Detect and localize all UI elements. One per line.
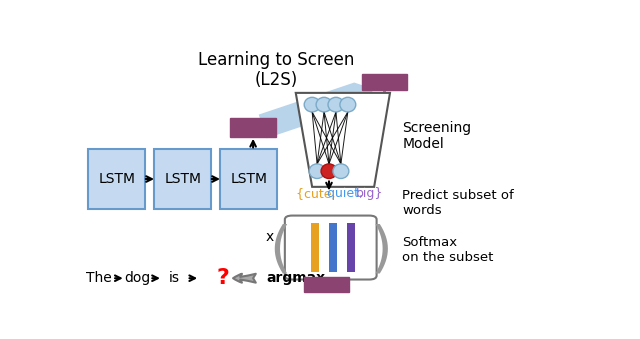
Bar	[347, 223, 355, 272]
Text: x: x	[326, 281, 335, 295]
Text: LSTM: LSTM	[230, 172, 268, 186]
FancyBboxPatch shape	[88, 149, 145, 209]
Text: Learning to Screen: Learning to Screen	[198, 51, 354, 69]
FancyBboxPatch shape	[362, 74, 407, 90]
Text: (: (	[269, 223, 291, 277]
Ellipse shape	[333, 164, 349, 179]
Bar	[358, 223, 365, 272]
Ellipse shape	[340, 97, 356, 112]
Text: (L2S): (L2S)	[254, 71, 298, 89]
Bar	[329, 223, 337, 272]
FancyArrowPatch shape	[259, 82, 374, 138]
Text: The: The	[86, 271, 112, 285]
Text: Softmax
on the subset: Softmax on the subset	[403, 236, 494, 263]
Text: LSTM: LSTM	[99, 172, 136, 186]
FancyBboxPatch shape	[285, 216, 376, 280]
FancyBboxPatch shape	[154, 149, 211, 209]
Ellipse shape	[328, 97, 344, 112]
Ellipse shape	[316, 97, 332, 112]
Text: Screening
Model: Screening Model	[403, 121, 472, 151]
Text: ?: ?	[216, 268, 229, 288]
FancyBboxPatch shape	[220, 149, 277, 209]
Text: dog: dog	[124, 271, 150, 285]
Ellipse shape	[304, 97, 320, 112]
Bar	[311, 223, 319, 272]
Text: argmax: argmax	[266, 271, 325, 285]
Bar	[323, 223, 331, 272]
Text: {cute,: {cute,	[296, 187, 339, 200]
Text: x: x	[266, 230, 274, 244]
FancyBboxPatch shape	[304, 277, 349, 292]
Text: is: is	[169, 271, 180, 285]
Text: big}: big}	[356, 187, 383, 200]
Text: ): )	[371, 223, 392, 277]
Bar	[301, 223, 309, 272]
Text: quiet,: quiet,	[326, 187, 367, 200]
Text: LSTM: LSTM	[164, 172, 202, 186]
Ellipse shape	[321, 164, 337, 179]
Polygon shape	[296, 93, 390, 187]
Text: Predict subset of
words: Predict subset of words	[403, 188, 514, 217]
Ellipse shape	[309, 164, 325, 179]
Bar	[341, 223, 349, 272]
FancyBboxPatch shape	[230, 118, 276, 137]
